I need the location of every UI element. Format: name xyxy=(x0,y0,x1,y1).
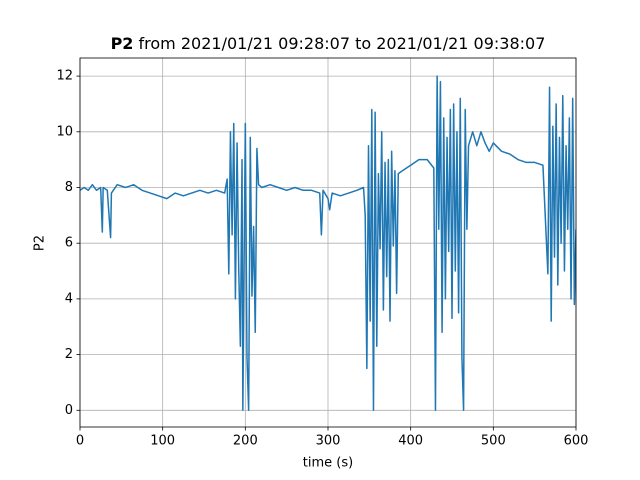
y-tick-label: 0 xyxy=(65,403,73,418)
y-tick-label: 10 xyxy=(56,124,73,139)
y-tick-label: 6 xyxy=(65,236,73,251)
chart-title: P2 from 2021/01/21 09:28:07 to 2021/01/2… xyxy=(111,34,546,53)
x-tick-label: 500 xyxy=(481,434,506,449)
y-tick-label: 12 xyxy=(56,69,73,84)
x-tick-label: 0 xyxy=(76,434,84,449)
title-prefix: P2 xyxy=(111,34,134,53)
x-tick-label: 400 xyxy=(398,434,423,449)
y-tick-label: 4 xyxy=(65,291,73,306)
y-tick-label: 8 xyxy=(65,180,73,195)
x-tick-label: 200 xyxy=(233,434,258,449)
y-axis-label: P2 xyxy=(33,235,48,251)
y-tick-label: 2 xyxy=(65,347,73,362)
plot-frame xyxy=(79,57,577,428)
x-tick-label: 300 xyxy=(316,434,341,449)
x-tick-label: 100 xyxy=(150,434,175,449)
data-line xyxy=(80,75,576,412)
title-text: from 2021/01/21 09:28:07 to 2021/01/21 0… xyxy=(139,34,546,53)
x-tick-label: 600 xyxy=(564,434,589,449)
x-axis-label: time (s) xyxy=(303,456,353,471)
